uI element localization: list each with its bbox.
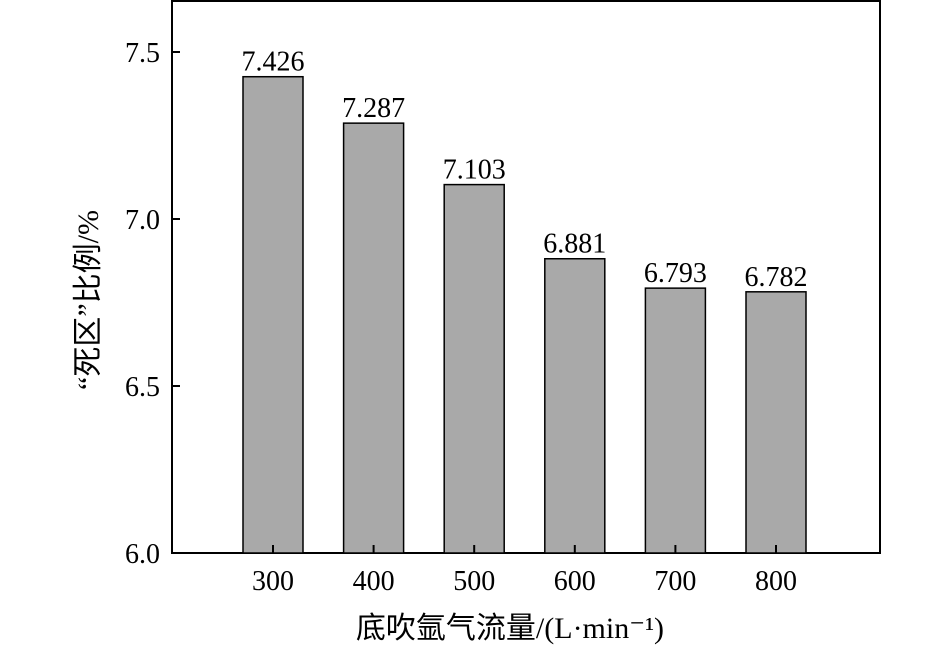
bar-600: [544, 257, 606, 554]
data-label-700: 6.793: [644, 258, 707, 289]
bar-300: [242, 75, 304, 554]
data-label-800: 6.782: [745, 262, 808, 293]
y-tick-label-7.0: 7.0: [125, 205, 160, 236]
y-tick-label-6.5: 6.5: [125, 372, 160, 403]
y-tick-label-6.0: 6.0: [125, 539, 160, 570]
x-tick-label-300: 300: [252, 566, 294, 597]
data-label-600: 6.881: [543, 229, 606, 260]
bar-800: [745, 291, 807, 554]
y-tick-label-7.5: 7.5: [125, 38, 160, 69]
bar-500: [443, 183, 505, 554]
x-tick-label-700: 700: [654, 566, 696, 597]
data-label-500: 7.103: [443, 155, 506, 186]
plot-area-frame: [171, 0, 881, 554]
x-tick-label-500: 500: [453, 566, 495, 597]
bar-400: [342, 122, 405, 554]
x-tick-label-400: 400: [353, 566, 395, 597]
y-axis-label: “死区”比例/%: [72, 210, 105, 390]
data-label-300: 7.426: [242, 47, 305, 78]
x-tick-label-600: 600: [554, 566, 596, 597]
x-tick-label-800: 800: [755, 566, 797, 597]
x-axis-label: 底吹氩气流量/(L·min⁻¹): [356, 612, 664, 645]
bar-700: [644, 287, 707, 554]
data-label-400: 7.287: [342, 93, 405, 124]
